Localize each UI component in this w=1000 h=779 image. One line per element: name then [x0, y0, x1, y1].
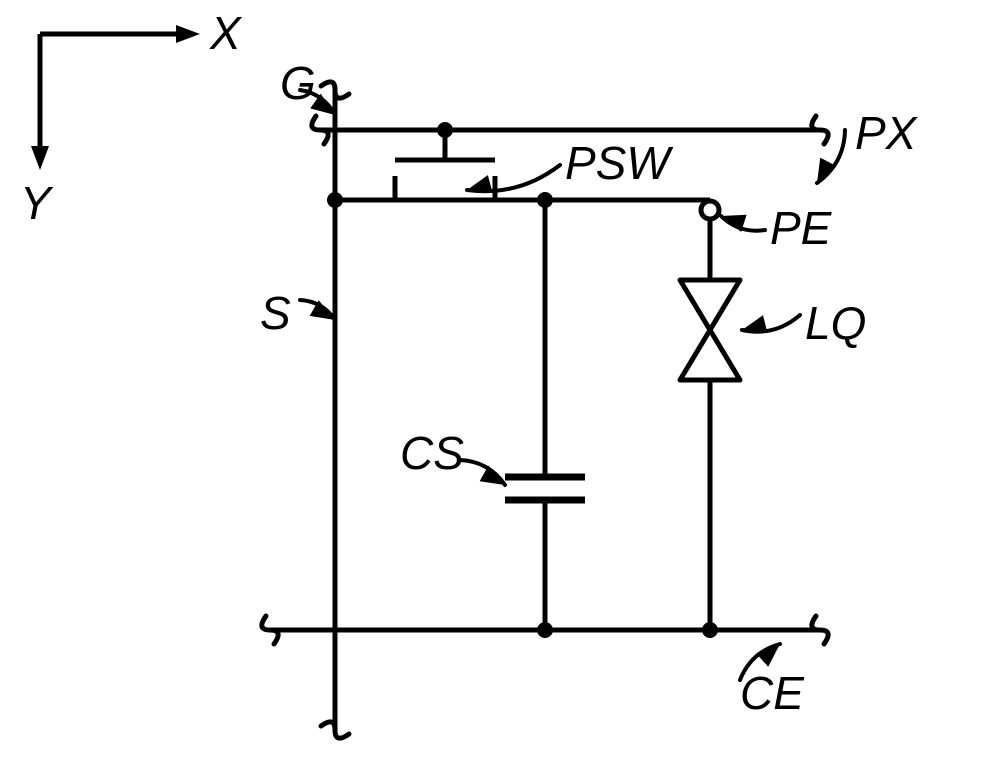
label-y: Y [20, 180, 51, 226]
label-lq: LQ [805, 300, 866, 346]
label-cs: CS [400, 430, 464, 476]
diagram-svg [0, 0, 1000, 779]
label-psw: PSW [565, 140, 670, 186]
label-s: S [260, 290, 291, 336]
diagram-stage: X Y G PX PSW PE LQ S CS CE [0, 0, 1000, 779]
label-pe: PE [770, 205, 831, 251]
label-g: G [280, 60, 316, 106]
label-x: X [210, 10, 241, 56]
label-px: PX [855, 110, 916, 156]
label-ce: CE [740, 670, 804, 716]
